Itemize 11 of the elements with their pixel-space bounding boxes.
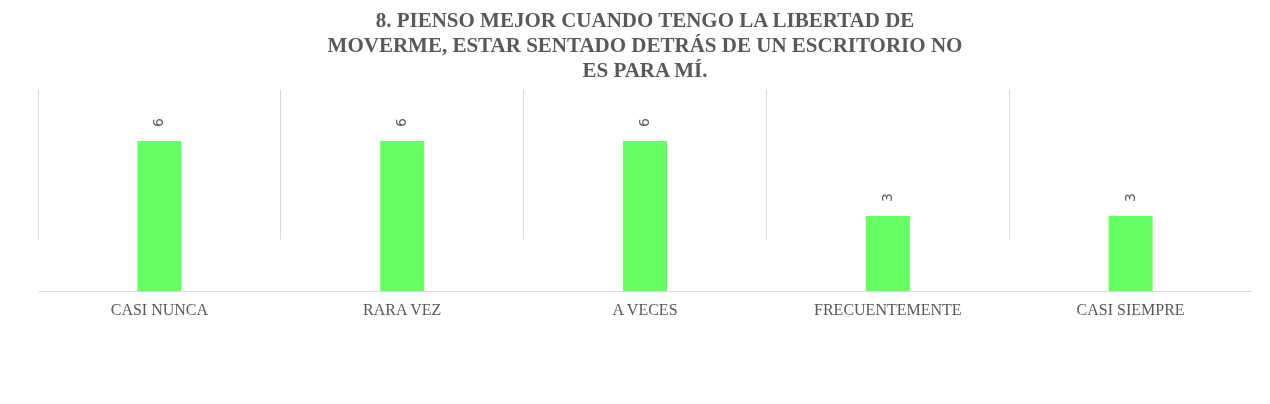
chart-title: 8. PIENSO MEJOR CUANDO TENGO LA LIBERTAD DE MOVERME, ESTAR SENTADO DETRÁS DE UN ESCRITORIO NO ES PARA MÍ. [327, 8, 963, 82]
x-tick-label: FRECUENTEMENTE [814, 300, 962, 318]
data-label: 3 [1121, 193, 1138, 202]
x-tick-label: A VECES [612, 300, 678, 318]
data-label: 6 [636, 118, 652, 127]
x-tick-label: RARA VEZ [363, 300, 442, 318]
data-label: 6 [150, 118, 167, 127]
data-label: 6 [393, 118, 410, 127]
data-label: 3 [878, 193, 895, 202]
x-tick-label: CASI NUNCA [110, 300, 209, 318]
x-tick-label: CASI SIEMPRE [1076, 300, 1185, 318]
